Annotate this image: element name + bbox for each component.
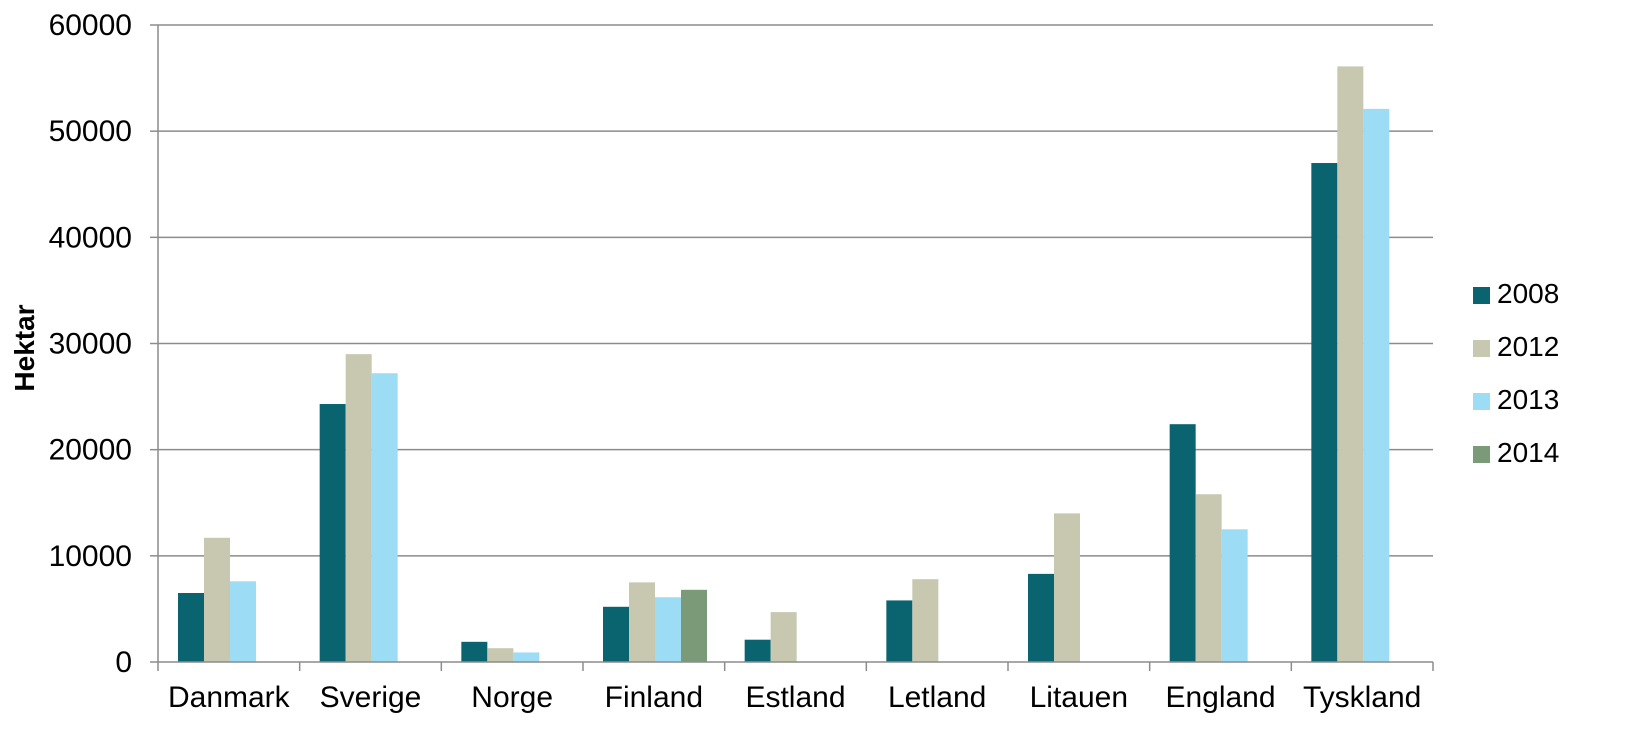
bar-2008-finland: [603, 606, 629, 662]
bar-2012-finland: [629, 582, 655, 662]
bar-2013-danmark: [230, 581, 256, 662]
y-tick-label: 20000: [49, 434, 132, 467]
axes: [150, 24, 1434, 671]
legend-label-2012: 2012: [1497, 331, 1559, 362]
legend-swatch-2014: [1473, 446, 1490, 463]
bar-2014-finland: [681, 589, 707, 662]
bar-2013-finland: [655, 597, 681, 662]
bar-2013-england: [1221, 529, 1248, 662]
bar-2008-norge: [461, 641, 488, 662]
bar-2008-danmark: [178, 592, 204, 662]
bar-2008-litauen: [1028, 573, 1054, 662]
x-tick-label: Sverige: [320, 681, 422, 714]
bar-2013-sverige: [371, 373, 398, 662]
bar-2012-estland: [770, 612, 797, 662]
y-tick-label: 60000: [49, 9, 132, 42]
bars: [178, 66, 1390, 663]
y-tick-label: 30000: [49, 328, 132, 361]
x-tick-labels: Danmark Sverige Norge Finland Estland Letland…: [168, 681, 1421, 714]
bar-2008-tyskland: [1311, 163, 1338, 662]
bar-2012-england: [1195, 494, 1222, 662]
bar-2008-letland: [886, 600, 913, 662]
y-tick-label: 40000: [49, 221, 132, 254]
x-tick-label: Danmark: [168, 681, 291, 714]
x-tick-label: Letland: [888, 681, 986, 714]
legend-label-2008: 2008: [1497, 278, 1559, 309]
bar-2012-litauen: [1054, 513, 1080, 662]
x-tick-label: Tyskland: [1303, 681, 1421, 714]
bar-2008-estland: [744, 639, 771, 662]
legend-swatch-2008: [1473, 287, 1490, 304]
legend: 2008 2012 2013 2014: [1473, 278, 1559, 468]
x-tick-label: Estland: [745, 681, 845, 714]
x-tick-label: Finland: [605, 681, 703, 714]
legend-swatch-2013: [1473, 393, 1490, 410]
y-tick-labels: 0 10000 20000 30000 40000 50000 60000: [49, 9, 132, 679]
legend-label-2013: 2013: [1497, 384, 1559, 415]
bar-2012-norge: [487, 648, 514, 662]
y-tick-label: 10000: [49, 540, 132, 573]
legend-swatch-2012: [1473, 340, 1490, 357]
x-tick-label: Norge: [471, 681, 553, 714]
y-tick-label: 0: [115, 646, 132, 679]
bar-2008-sverige: [319, 404, 346, 662]
y-axis-title: Hektar: [9, 304, 40, 391]
x-tick-label: Litauen: [1030, 681, 1128, 714]
bar-2012-letland: [912, 579, 939, 662]
bar-2012-tyskland: [1337, 66, 1364, 662]
bar-2013-tyskland: [1363, 108, 1390, 663]
x-tick-label: England: [1165, 681, 1275, 714]
y-tick-label: 50000: [49, 115, 132, 148]
bar-2012-danmark: [204, 537, 230, 662]
bar-2012-sverige: [345, 354, 372, 662]
legend-label-2014: 2014: [1497, 437, 1559, 468]
bar-2013-norge: [513, 652, 540, 662]
bar-2008-england: [1169, 424, 1196, 662]
